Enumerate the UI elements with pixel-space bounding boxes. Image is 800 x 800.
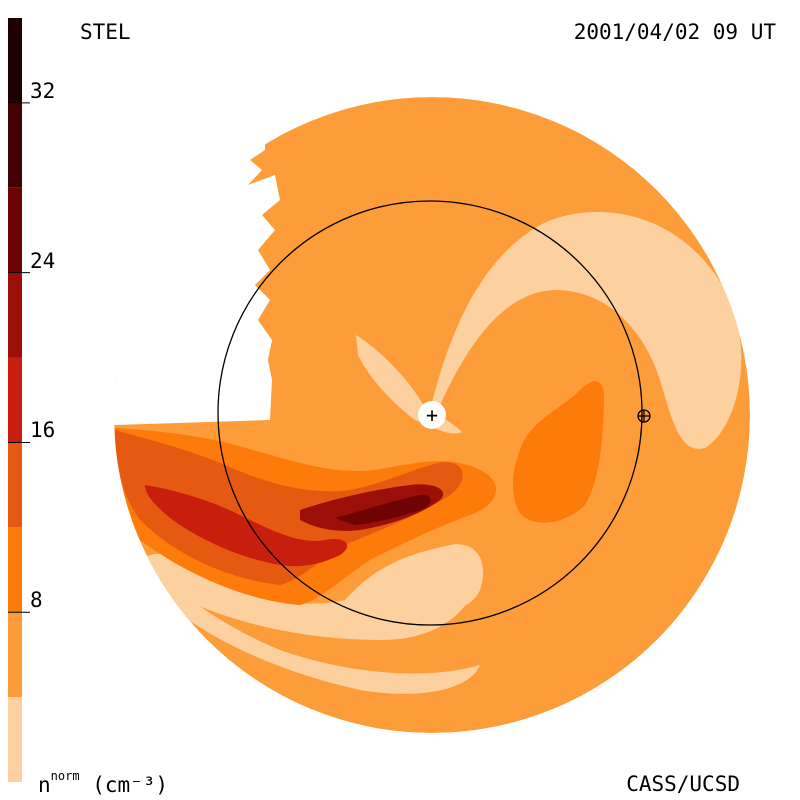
colorbar-tick-label-8: 8 [30,588,43,613]
density-region-16-20 [145,485,348,567]
colorbar-tick-label-32: 32 [30,78,56,103]
density-region-24-28 [335,494,432,525]
unit-base: n [38,773,51,797]
low-density-arc-right [430,211,742,449]
colorbar-level-0 [8,697,22,782]
unobserved-region [114,97,280,425]
timestamp-label: 2001/04/02 09 UT [573,20,776,44]
sun-marker: + [426,403,438,427]
density-blob-right [512,381,605,523]
colorbar-level-4 [8,357,22,443]
density-region-20-24 [300,484,444,531]
colorbar [8,18,22,782]
colorbar-unit-label: nnorm (cm⁻³) [38,770,169,797]
sun-icon [418,401,446,429]
colorbar-level-8 [8,18,22,103]
unit-sup: norm [50,769,80,783]
density-region-12-16 [115,430,463,585]
low-density-blob-bottom [368,544,484,617]
unit-suffix: (cm⁻³) [92,773,169,797]
colorbar-level-3 [8,442,22,528]
colorbar-level-2 [8,527,22,613]
earth-icon [637,409,651,423]
colorbar-level-1 [8,612,22,698]
colorbar-level-7 [8,102,22,188]
low-density-band-bottom [120,540,480,694]
instrument-label: STEL [80,20,131,44]
low-density-arc-lower-left [141,544,481,640]
colorbar-level-5 [8,272,22,358]
colorbar-tick-label-24: 24 [30,248,56,273]
colorbar-ticks [8,102,30,613]
colorbar-tick-label-16: 16 [30,418,56,443]
earth-orbit-circle [217,200,643,626]
source-label: CASS/UCSD [626,772,740,796]
low-density-petal-sun [356,335,462,434]
colorbar-level-6 [8,187,22,273]
